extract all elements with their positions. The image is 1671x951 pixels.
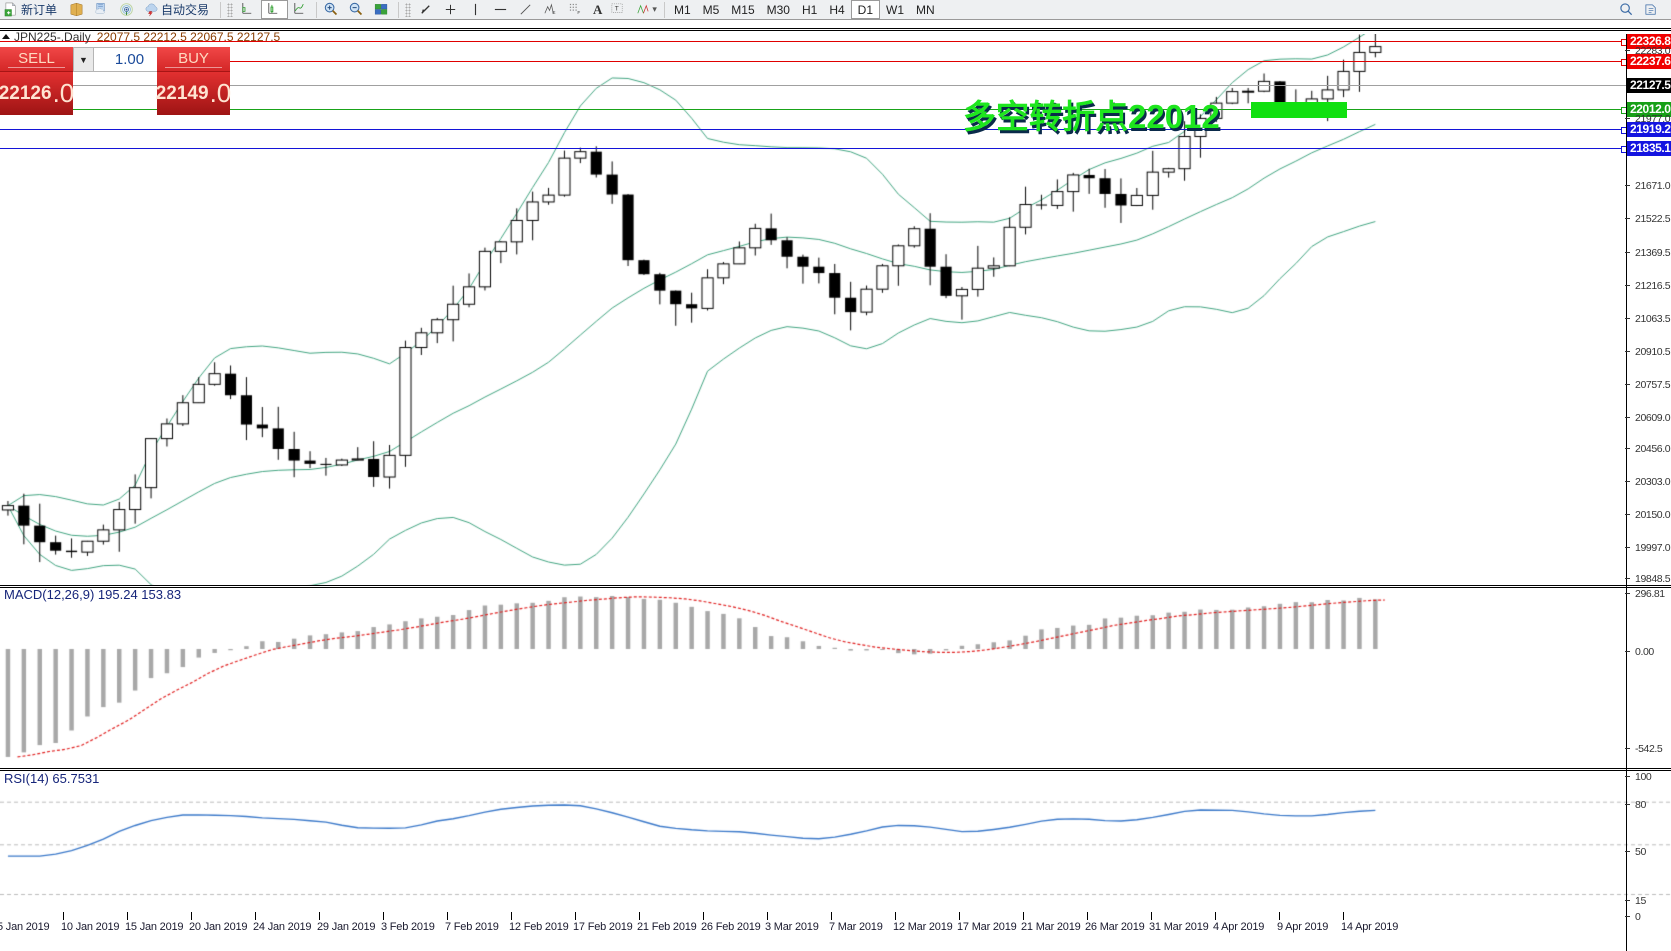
svg-text:F: F <box>577 10 580 15</box>
svg-text:E: E <box>552 10 555 15</box>
svg-text:T: T <box>615 5 619 12</box>
